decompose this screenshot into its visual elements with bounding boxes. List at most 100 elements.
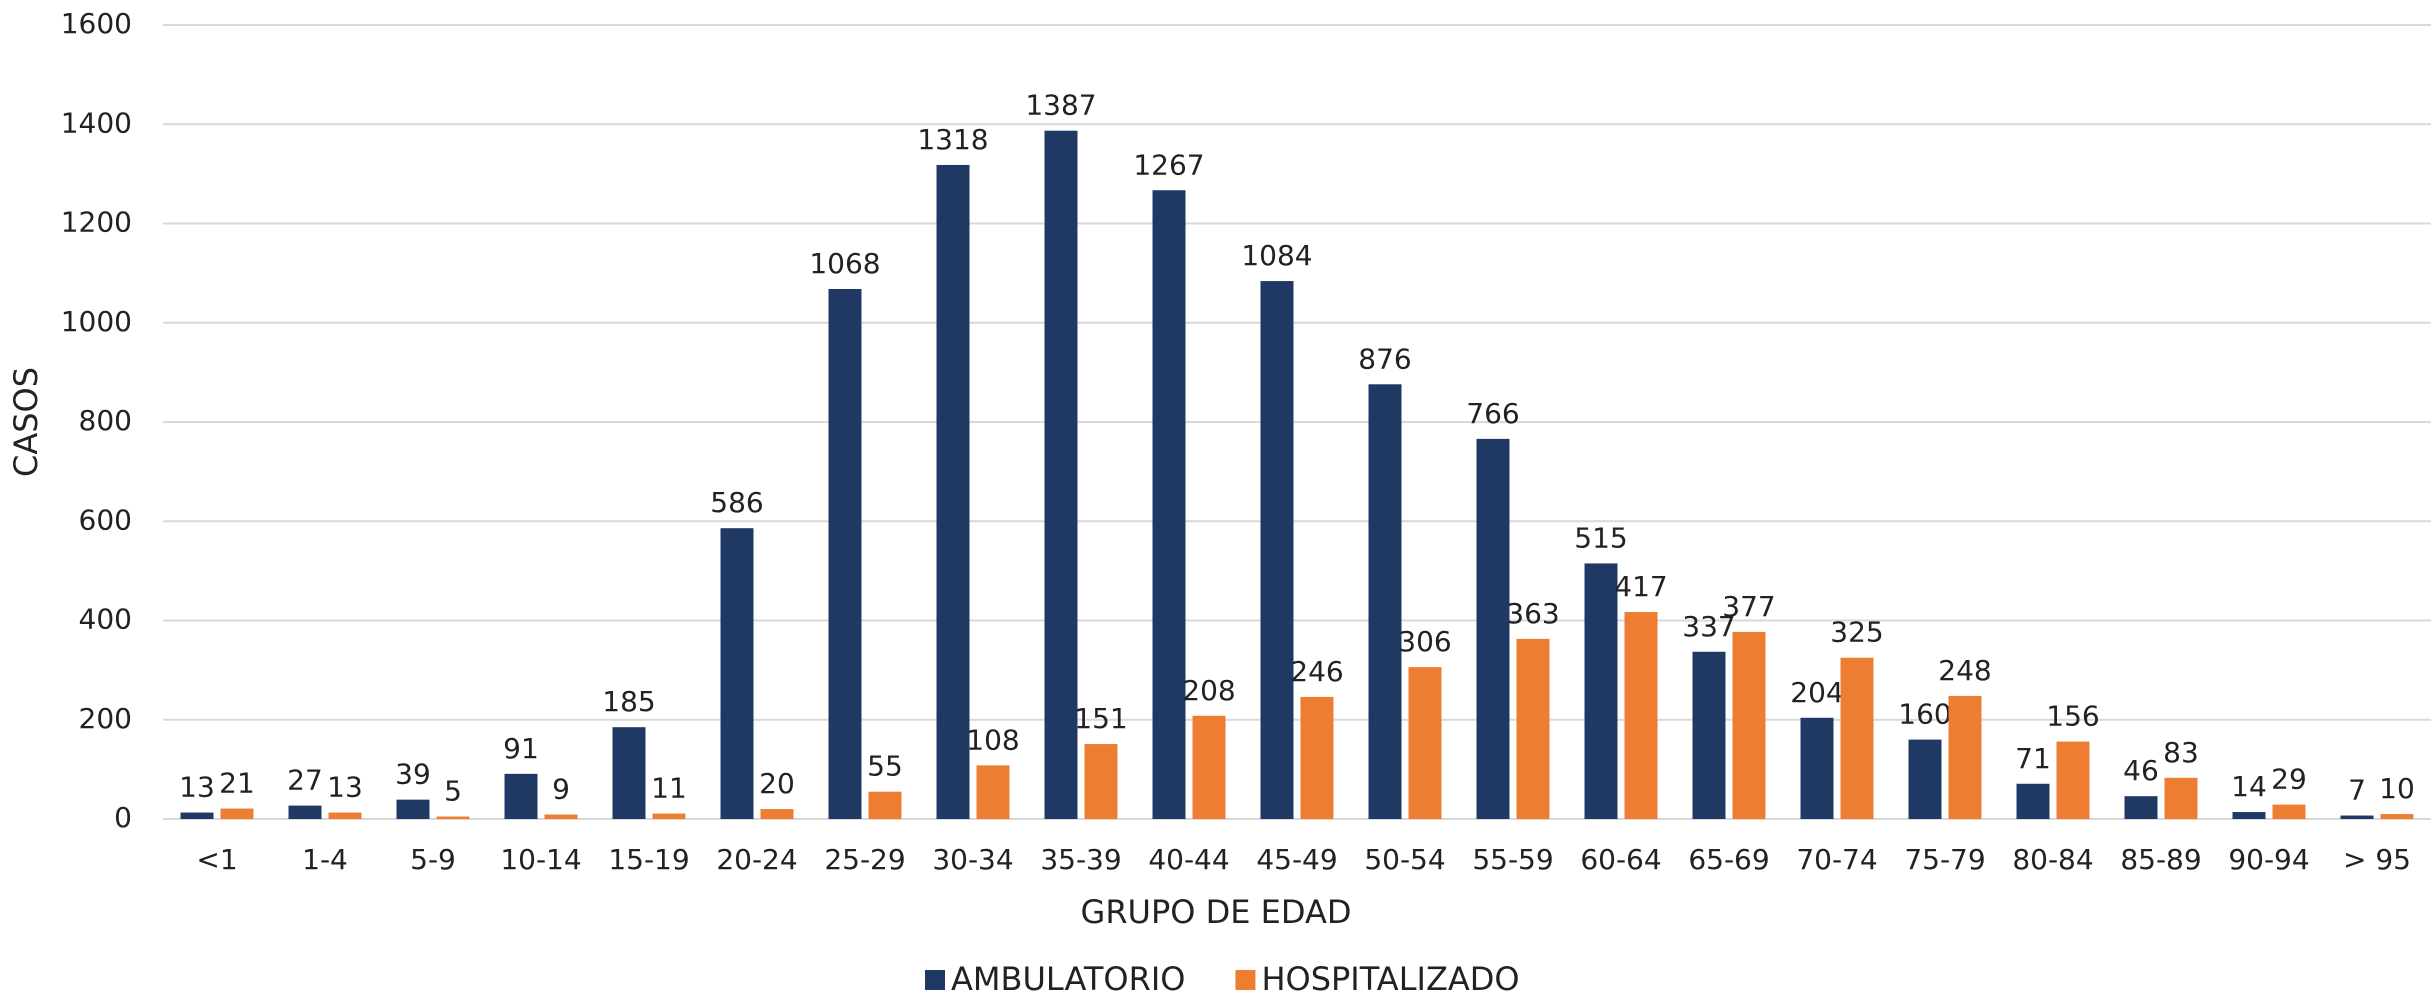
data-label: 83 bbox=[2163, 736, 2199, 769]
data-label: 876 bbox=[1358, 342, 1411, 375]
bar bbox=[612, 727, 646, 819]
bar bbox=[1840, 657, 1874, 819]
bar bbox=[1260, 281, 1294, 819]
x-tick-label: 75-79 bbox=[1904, 843, 1985, 876]
y-axis-title: CASOS bbox=[7, 367, 45, 477]
legend-swatch bbox=[925, 970, 945, 990]
bar bbox=[1624, 612, 1658, 819]
bar bbox=[2056, 741, 2090, 819]
bar bbox=[868, 791, 902, 819]
bar bbox=[1300, 696, 1334, 819]
data-label: 160 bbox=[1898, 698, 1951, 731]
data-label: 377 bbox=[1722, 590, 1775, 623]
data-label: 766 bbox=[1466, 397, 1519, 430]
x-tick-label: > 95 bbox=[2343, 843, 2411, 876]
bar bbox=[544, 814, 578, 819]
x-tick-label: 40-44 bbox=[1148, 843, 1229, 876]
bar bbox=[720, 528, 754, 819]
data-label: 1387 bbox=[1025, 89, 1096, 122]
bar bbox=[1732, 631, 1766, 819]
x-tick-label: 15-19 bbox=[608, 843, 689, 876]
y-tick-label: 400 bbox=[79, 603, 132, 636]
data-label: 27 bbox=[287, 764, 323, 797]
data-label: 108 bbox=[966, 723, 1019, 756]
x-tick-label: <1 bbox=[196, 843, 237, 876]
bar bbox=[1948, 695, 1982, 819]
data-label: 586 bbox=[710, 486, 763, 519]
data-label: 337 bbox=[1682, 610, 1735, 643]
x-tick-label: 50-54 bbox=[1364, 843, 1445, 876]
x-tick-label: 25-29 bbox=[824, 843, 905, 876]
bar bbox=[2124, 796, 2158, 819]
bar bbox=[2380, 814, 2414, 819]
bar bbox=[1152, 190, 1186, 820]
x-tick-label: 10-14 bbox=[500, 843, 581, 876]
data-label: 13 bbox=[179, 771, 215, 804]
x-tick-label: 60-64 bbox=[1580, 843, 1661, 876]
data-label: 13 bbox=[327, 771, 363, 804]
x-tick-label: 70-74 bbox=[1796, 843, 1877, 876]
bar bbox=[1192, 715, 1226, 819]
bar bbox=[1408, 667, 1442, 819]
data-label: 246 bbox=[1290, 655, 1343, 688]
y-tick-label: 0 bbox=[114, 801, 132, 834]
x-tick-label: 55-59 bbox=[1472, 843, 1553, 876]
bar bbox=[2164, 777, 2198, 819]
x-tick-label: 20-24 bbox=[716, 843, 797, 876]
bar bbox=[180, 812, 214, 819]
y-tick-label: 600 bbox=[79, 503, 132, 536]
data-label: 71 bbox=[2015, 742, 2051, 775]
data-label: 156 bbox=[2046, 700, 2099, 733]
data-label: 151 bbox=[1074, 702, 1127, 735]
x-tick-label: 85-89 bbox=[2120, 843, 2201, 876]
data-label: 5 bbox=[444, 775, 462, 808]
bar bbox=[1692, 651, 1726, 819]
x-tick-label: 65-69 bbox=[1688, 843, 1769, 876]
x-tick-label: 5-9 bbox=[410, 843, 456, 876]
data-label: 10 bbox=[2379, 772, 2415, 805]
x-tick-label: 45-49 bbox=[1256, 843, 1337, 876]
data-label: 20 bbox=[759, 767, 795, 800]
legend-label: HOSPITALIZADO bbox=[1261, 960, 1519, 995]
bar bbox=[976, 765, 1010, 819]
y-tick-label: 1200 bbox=[61, 206, 132, 239]
x-tick-label: 90-94 bbox=[2228, 843, 2309, 876]
bar bbox=[1800, 717, 1834, 819]
data-label: 306 bbox=[1398, 625, 1451, 658]
bar bbox=[1084, 744, 1118, 819]
y-tick-label: 1600 bbox=[61, 7, 132, 40]
bar bbox=[220, 808, 254, 819]
y-tick-label: 1400 bbox=[61, 106, 132, 139]
data-label: 11 bbox=[651, 772, 687, 805]
x-axis-title: GRUPO DE EDAD bbox=[1081, 893, 1352, 931]
data-label: 417 bbox=[1614, 570, 1667, 603]
bar bbox=[1044, 130, 1078, 820]
bar bbox=[396, 799, 430, 819]
data-label: 7 bbox=[2348, 774, 2366, 807]
data-label: 208 bbox=[1182, 674, 1235, 707]
data-label: 55 bbox=[867, 750, 903, 783]
data-label: 39 bbox=[395, 758, 431, 791]
bar bbox=[1368, 384, 1402, 819]
data-label: 363 bbox=[1506, 597, 1559, 630]
legend-label: AMBULATORIO bbox=[951, 960, 1185, 995]
data-label: 1267 bbox=[1133, 148, 1204, 181]
bar bbox=[652, 813, 686, 819]
data-label: 1068 bbox=[809, 247, 880, 280]
data-label: 1318 bbox=[917, 123, 988, 156]
x-tick-label: 30-34 bbox=[932, 843, 1013, 876]
bar bbox=[2340, 815, 2374, 819]
bar bbox=[936, 164, 970, 819]
bar bbox=[328, 812, 362, 819]
bar bbox=[828, 289, 862, 819]
data-label: 204 bbox=[1790, 676, 1843, 709]
bar bbox=[1476, 438, 1510, 819]
x-tick-label: 80-84 bbox=[2012, 843, 2093, 876]
data-label: 185 bbox=[602, 685, 655, 718]
bar bbox=[1908, 739, 1942, 819]
bar bbox=[504, 773, 538, 819]
data-label: 29 bbox=[2271, 763, 2307, 796]
y-tick-label: 1000 bbox=[61, 305, 132, 338]
data-label: 21 bbox=[219, 767, 255, 800]
